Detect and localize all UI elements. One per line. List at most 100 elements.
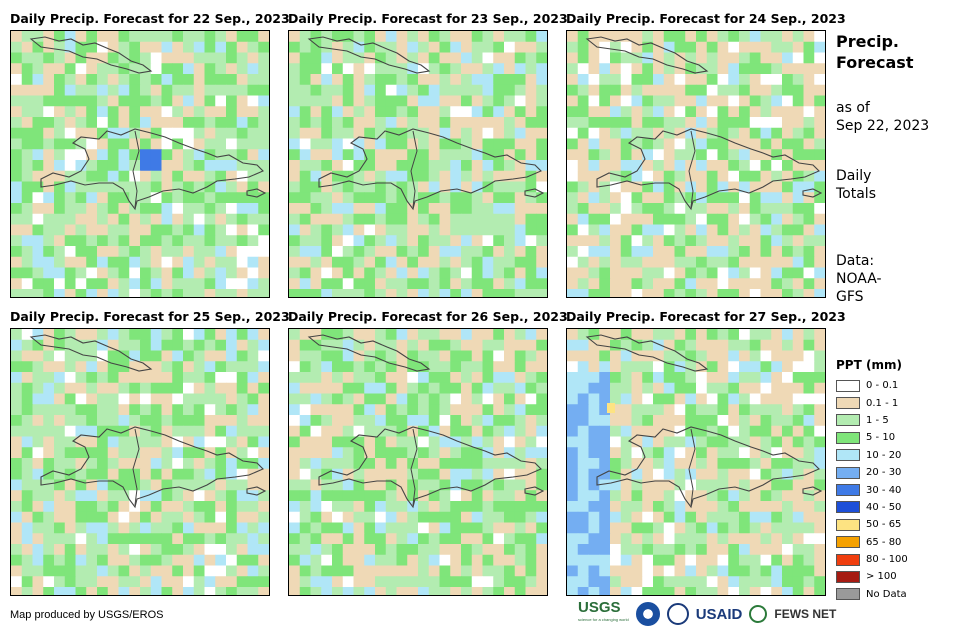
forecast-pixel (204, 329, 216, 341)
forecast-pixel (172, 436, 184, 448)
forecast-pixel (674, 479, 686, 491)
forecast-pixel (64, 329, 76, 341)
forecast-pixel (150, 278, 162, 290)
forecast-pixel (172, 404, 184, 416)
forecast-pixel (150, 235, 162, 247)
forecast-pixel (450, 74, 462, 86)
forecast-pixel (289, 479, 301, 491)
forecast-pixel (782, 425, 794, 437)
forecast-pixel (418, 289, 430, 297)
forecast-pixel (289, 138, 301, 150)
forecast-pixel (428, 289, 440, 297)
forecast-pixel (482, 329, 494, 341)
forecast-pixel (674, 95, 686, 107)
forecast-pixel (610, 256, 622, 268)
forecast-pixel (493, 393, 505, 405)
forecast-pixel (204, 501, 216, 513)
forecast-pixel (471, 511, 483, 523)
forecast-pixel (739, 127, 751, 139)
forecast-pixel (107, 587, 119, 595)
forecast-pixel (536, 224, 547, 236)
forecast-pixel (332, 256, 344, 268)
forecast-pixel (396, 587, 408, 595)
as-of-value: Sep 22, 2023 (836, 118, 930, 134)
forecast-pixel (310, 95, 322, 107)
forecast-pixel (771, 511, 783, 523)
forecast-pixel (461, 329, 473, 341)
forecast-pixel (674, 404, 686, 416)
agency-logos: USGS science for a changing world USAID … (578, 599, 836, 626)
forecast-pixel (428, 479, 440, 491)
cuba-coastline (29, 334, 153, 372)
forecast-pixel (588, 74, 600, 86)
forecast-pixel (536, 458, 547, 470)
forecast-pixel (428, 192, 440, 204)
forecast-pixel (461, 372, 473, 384)
forecast-pixel (717, 256, 729, 268)
forecast-pixel (54, 533, 66, 545)
forecast-pixel (172, 576, 184, 588)
forecast-pixel (215, 289, 227, 297)
forecast-pixel (514, 149, 526, 161)
forecast-pixel (86, 95, 98, 107)
forecast-pixel (418, 565, 430, 577)
forecast-pixel (514, 576, 526, 588)
forecast-pixel (204, 468, 216, 480)
forecast-pixel (642, 425, 654, 437)
forecast-pixel (364, 479, 376, 491)
forecast-pixel (150, 522, 162, 534)
forecast-pixel (236, 267, 248, 279)
forecast-pixel (577, 289, 589, 297)
forecast-pixel (525, 329, 537, 341)
forecast-pixel (129, 256, 141, 268)
forecast-pixel (525, 106, 537, 118)
forecast-pixel (418, 31, 430, 43)
forecast-pixel (364, 404, 376, 416)
forecast-pixel (97, 533, 109, 545)
forecast-pixel (385, 278, 397, 290)
forecast-pixel (396, 31, 408, 43)
forecast-pixel (299, 372, 311, 384)
forecast-pixel (577, 84, 589, 96)
forecast-pixel (215, 203, 227, 215)
forecast-pixel (226, 501, 238, 513)
forecast-pixel (771, 95, 783, 107)
forecast-pixel (599, 41, 611, 53)
forecast-pixel (183, 522, 195, 534)
forecast-pixel (310, 490, 322, 502)
forecast-pixel (706, 31, 718, 43)
forecast-pixel (493, 404, 505, 416)
haiti-dr-border (410, 130, 418, 208)
forecast-pixel (739, 361, 751, 373)
forecast-pixel (118, 372, 130, 384)
forecast-pixel (97, 256, 109, 268)
forecast-pixel (577, 170, 589, 182)
forecast-pixel (567, 544, 579, 556)
forecast-pixel (685, 246, 697, 258)
forecast-pixel (706, 192, 718, 204)
forecast-pixel (728, 415, 740, 427)
forecast-pixel (428, 576, 440, 588)
forecast-pixel (685, 256, 697, 268)
forecast-pixel (353, 522, 365, 534)
forecast-pixel (663, 31, 675, 43)
forecast-pixel (642, 246, 654, 258)
forecast-pixel (728, 382, 740, 394)
forecast-pixel (342, 565, 354, 577)
forecast-pixel (161, 501, 173, 513)
forecast-pixel (792, 425, 804, 437)
forecast-pixel (706, 511, 718, 523)
forecast-pixel (204, 117, 216, 129)
forecast-pixel (75, 127, 87, 139)
forecast-pixel (760, 289, 772, 297)
forecast-pixel (86, 415, 98, 427)
forecast-pixel (107, 289, 119, 297)
forecast-pixel (567, 278, 579, 290)
forecast-pixel (32, 149, 44, 161)
forecast-pixel (760, 246, 772, 258)
forecast-pixel (653, 587, 665, 595)
usgs-logo-text: USGS (578, 599, 621, 616)
forecast-pixel (140, 181, 152, 193)
forecast-pixel (32, 267, 44, 279)
forecast-pixel (321, 533, 333, 545)
